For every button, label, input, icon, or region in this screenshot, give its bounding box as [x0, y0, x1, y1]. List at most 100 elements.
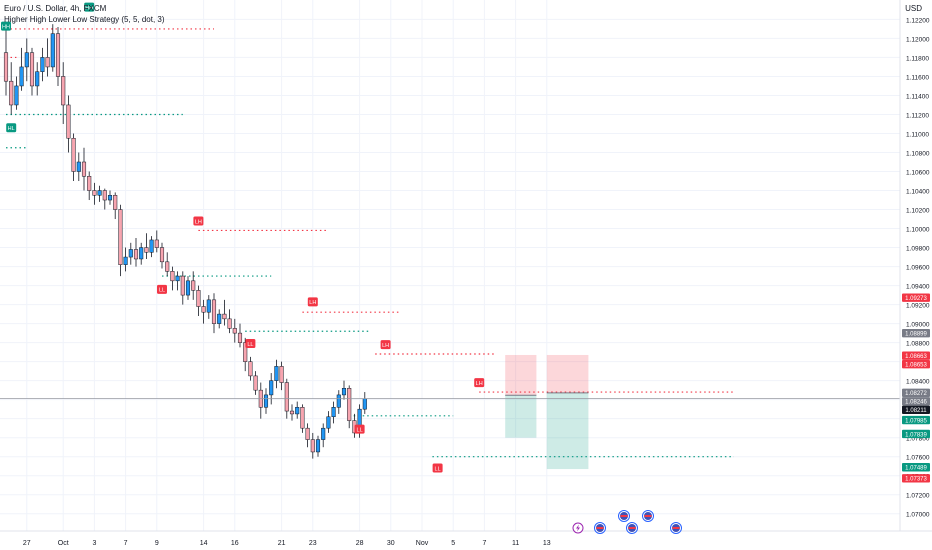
bear-candle[interactable]: [196, 285, 201, 317]
marker-badge: [380, 340, 391, 350]
bear-candle[interactable]: [66, 95, 71, 153]
target-zone[interactable]: [505, 395, 537, 438]
price-tick-label: 1.10000: [906, 227, 930, 234]
flag-pair-icon[interactable]: [594, 522, 606, 534]
bear-candle[interactable]: [237, 323, 243, 348]
candle-body: [362, 398, 367, 410]
flag-icon[interactable]: [670, 522, 682, 534]
bull-candle[interactable]: [331, 401, 336, 424]
bear-candle[interactable]: [144, 233, 149, 259]
bull-candle[interactable]: [326, 411, 331, 433]
bull-candle[interactable]: [185, 276, 191, 300]
bull-candle[interactable]: [128, 242, 133, 265]
symbol-title[interactable]: Euro / U.S. Dollar, 4h, FXCM: [4, 4, 107, 13]
bull-candle[interactable]: [50, 24, 55, 72]
bear-candle[interactable]: [133, 238, 139, 267]
bull-candle[interactable]: [206, 295, 211, 319]
indicator-title[interactable]: Higher High Lower Low Strategy (5, 5, do…: [4, 15, 165, 24]
bull-candle[interactable]: [35, 62, 40, 96]
bear-candle[interactable]: [165, 252, 170, 277]
bear-candle[interactable]: [55, 27, 61, 86]
bull-candle[interactable]: [263, 388, 269, 414]
bear-candle[interactable]: [113, 192, 118, 220]
bear-candle[interactable]: [170, 266, 175, 291]
stop-zone[interactable]: [546, 354, 589, 393]
bear-candle[interactable]: [159, 242, 165, 269]
bear-candle[interactable]: [102, 188, 107, 210]
stop-zone[interactable]: [505, 354, 537, 396]
bear-candle[interactable]: [248, 356, 253, 381]
bull-candle[interactable]: [149, 236, 154, 258]
bull-candle[interactable]: [321, 423, 326, 448]
flag-pair-icon[interactable]: [626, 522, 638, 534]
time-tick-label: 14: [200, 540, 208, 547]
bull-candle[interactable]: [336, 390, 341, 414]
bear-candle[interactable]: [222, 299, 227, 326]
bear-candle[interactable]: [232, 318, 237, 343]
bear-candle[interactable]: [154, 230, 159, 253]
candle-body: [222, 313, 227, 320]
time-tick-label: 7: [482, 540, 486, 547]
candle-body: [284, 382, 289, 412]
bull-candle[interactable]: [362, 392, 367, 414]
bull-candle[interactable]: [19, 47, 24, 91]
bear-candle[interactable]: [300, 404, 305, 433]
bear-candle[interactable]: [87, 171, 92, 201]
candles[interactable]: [3, 24, 367, 459]
bear-candle[interactable]: [71, 133, 76, 182]
flag-pair-icon[interactable]: [642, 510, 654, 522]
bull-candle[interactable]: [269, 373, 274, 405]
bear-candle[interactable]: [243, 337, 248, 372]
bear-candle[interactable]: [253, 371, 258, 395]
position-boxes[interactable]: [505, 354, 589, 470]
bull-candle[interactable]: [274, 359, 279, 389]
bull-candle[interactable]: [295, 401, 300, 419]
bear-candle[interactable]: [61, 62, 66, 124]
bear-candle[interactable]: [305, 423, 310, 448]
bear-candle[interactable]: [29, 47, 35, 96]
candle-body: [144, 247, 149, 253]
bull-candle[interactable]: [139, 242, 144, 265]
bull-candle[interactable]: [123, 247, 128, 272]
candle-body: [269, 380, 274, 396]
bull-candle[interactable]: [175, 271, 180, 291]
bear-candle[interactable]: [201, 299, 206, 324]
candle-body: [217, 313, 222, 324]
bear-candle[interactable]: [3, 24, 9, 96]
price-tick-label: 1.08800: [906, 341, 930, 348]
bear-candle[interactable]: [81, 147, 87, 191]
bear-candle[interactable]: [258, 382, 263, 419]
candle-body: [159, 247, 165, 263]
bull-candle[interactable]: [217, 309, 222, 329]
bear-candle[interactable]: [191, 271, 196, 300]
bear-candle[interactable]: [92, 182, 97, 205]
bear-candle[interactable]: [227, 309, 232, 334]
bull-candle[interactable]: [341, 380, 347, 400]
bear-candle[interactable]: [180, 271, 185, 305]
bull-candle[interactable]: [97, 185, 102, 202]
currency-label[interactable]: USD: [905, 4, 922, 13]
lightning-icon[interactable]: [572, 522, 584, 534]
candle-body: [139, 247, 144, 260]
bear-candle[interactable]: [45, 38, 50, 77]
bull-candle[interactable]: [107, 190, 113, 205]
bull-candle[interactable]: [76, 152, 81, 182]
event-markers[interactable]: [572, 510, 682, 534]
bear-candle[interactable]: [347, 385, 352, 429]
flag-pair-icon[interactable]: [618, 510, 630, 522]
candle-body: [71, 137, 76, 172]
bull-candle[interactable]: [315, 435, 321, 457]
bear-candle[interactable]: [279, 361, 284, 391]
bull-candle[interactable]: [40, 47, 45, 82]
bear-candle[interactable]: [118, 204, 123, 277]
bull-candle[interactable]: [14, 76, 19, 110]
price-tick-label: 1.09400: [906, 284, 930, 291]
bear-candle[interactable]: [310, 432, 315, 459]
bear-candle[interactable]: [289, 404, 295, 421]
time-axis[interactable]: 27 Oct 3 7 9 14 16 21 23 28 30 Nov 5 7 11 13: [23, 540, 551, 547]
bear-candle[interactable]: [211, 293, 217, 334]
bull-candle[interactable]: [24, 38, 29, 82]
bear-candle[interactable]: [9, 62, 14, 115]
target-zone[interactable]: [546, 392, 589, 470]
